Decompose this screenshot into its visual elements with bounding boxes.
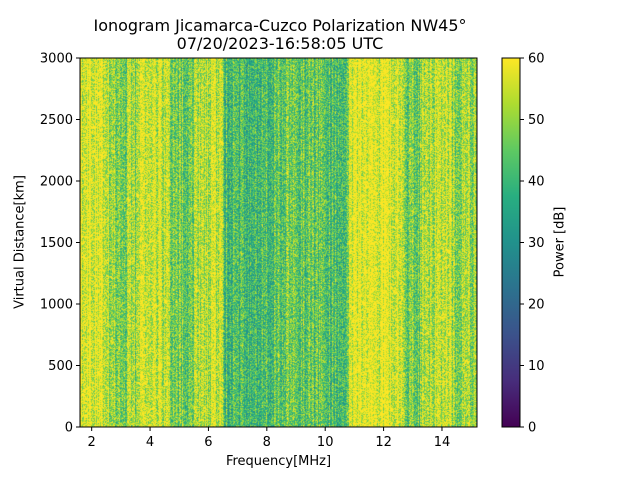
y-tick-label: 500	[48, 359, 73, 374]
x-tick-label: 12	[375, 435, 392, 450]
y-tick-label: 0	[65, 421, 73, 436]
colorbar	[501, 57, 521, 428]
x-tick: 6	[204, 427, 213, 450]
y-tick: 1000	[40, 298, 80, 313]
y-tick: 2500	[40, 113, 80, 128]
y-tick-label: 2500	[40, 113, 73, 128]
colorbar-tick: 20	[520, 298, 545, 313]
x-tick: 14	[434, 427, 451, 450]
colorbar-tick: 40	[520, 175, 545, 190]
colorbar-tick-label: 50	[528, 113, 545, 128]
colorbar-tick: 30	[520, 236, 545, 251]
x-tick: 2	[88, 427, 96, 450]
colorbar-tick-label: 20	[528, 298, 545, 313]
colorbar-tick: 0	[520, 421, 536, 436]
x-tick-label: 10	[317, 435, 334, 450]
heatmap-image	[80, 58, 477, 427]
chart-subtitle: 07/20/2023-16:58:05 UTC	[176, 34, 384, 53]
x-tick-label: 4	[146, 435, 154, 450]
colorbar-tick-label: 10	[528, 359, 545, 374]
y-tick-label: 2000	[40, 175, 73, 190]
x-tick: 12	[375, 427, 392, 450]
x-axis-label: Frequency[MHz]	[225, 454, 332, 469]
x-tick-label: 14	[434, 435, 451, 450]
y-tick: 2000	[40, 175, 80, 190]
x-tick-label: 8	[263, 435, 271, 450]
y-tick-label: 1000	[40, 298, 73, 313]
colorbar-ticks: 0 10 20 30 40 50 60	[520, 52, 545, 436]
y-axis-ticks: 0 500 1000 1500 2000 2500 3000	[40, 52, 80, 436]
y-tick: 500	[48, 359, 80, 374]
colorbar-tick-label: 30	[528, 236, 545, 251]
x-tick: 10	[317, 427, 334, 450]
colorbar-tick-label: 0	[528, 421, 536, 436]
colorbar-tick-label: 40	[528, 175, 545, 190]
colorbar-tick: 10	[520, 359, 545, 374]
x-tick-label: 2	[88, 435, 96, 450]
colorbar-tick: 50	[520, 113, 545, 128]
x-tick: 4	[146, 427, 154, 450]
colorbar-tick-label: 60	[528, 52, 545, 67]
y-tick: 3000	[40, 52, 80, 67]
y-tick-label: 3000	[40, 52, 73, 67]
colorbar-tick: 60	[520, 52, 545, 67]
x-tick-label: 6	[204, 435, 212, 450]
x-tick: 8	[263, 427, 271, 450]
y-tick-label: 1500	[40, 236, 73, 251]
x-axis-ticks: 2 4 6 8 10 12 14	[88, 427, 451, 450]
y-tick: 1500	[40, 236, 80, 251]
chart-title: Ionogram Jicamarca-Cuzco Polarization NW…	[93, 16, 467, 35]
y-tick: 0	[65, 421, 80, 436]
